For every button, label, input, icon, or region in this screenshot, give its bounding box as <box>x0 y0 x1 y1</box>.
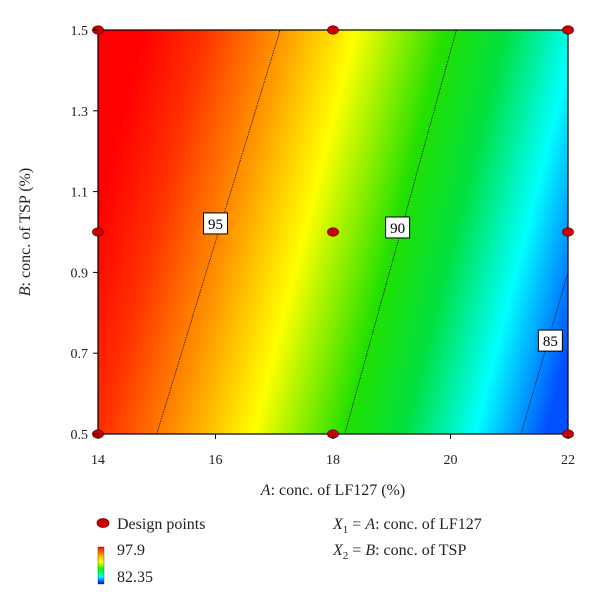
y-tick-label: 1.1 <box>71 186 89 201</box>
y-tick-label: 0.7 <box>71 347 89 362</box>
contour-label-box-90 <box>385 216 411 239</box>
legend-x2-definition: X2 = B: conc. of TSP <box>332 542 466 562</box>
design-point <box>92 227 104 237</box>
legend-x1-definition: X1 = A: conc. of LF127 <box>332 516 482 536</box>
contour-labels: 95 90 85 <box>203 212 563 352</box>
contour-label-box-85 <box>537 329 563 352</box>
x-axis-label: A: conc. of LF127 (%) <box>260 482 405 499</box>
contour-label-box-95 <box>203 212 228 235</box>
contour-label-95: 95 <box>208 217 223 233</box>
color-scale-max-label: 97.9 <box>117 542 145 559</box>
y-tick-label: 1.5 <box>71 24 89 39</box>
contour-label-85: 85 <box>543 334 558 350</box>
y-tick-label: 1.3 <box>71 105 89 120</box>
color-scale-bar <box>97 546 105 585</box>
y-tick-label: 0.9 <box>71 266 89 281</box>
design-point <box>562 25 574 35</box>
design-point <box>562 227 574 237</box>
x-axis-ticks: 14 16 18 20 22 <box>91 434 575 468</box>
x-tick-label: 16 <box>209 453 223 468</box>
x-tick-label: 20 <box>444 453 458 468</box>
color-scale-min-label: 82.35 <box>117 569 153 586</box>
design-point <box>327 227 339 237</box>
y-tick-label: 0.5 <box>71 428 89 443</box>
contour-label-90: 90 <box>390 221 405 237</box>
design-point <box>327 25 339 35</box>
y-axis-ticks: 0.5 0.7 0.9 1.1 1.3 1.5 <box>71 24 98 443</box>
legend-design-points-label: Design points <box>117 516 205 533</box>
y-axis-label: B: conc. of TSP (%) <box>17 168 34 296</box>
x-tick-label: 14 <box>91 453 105 468</box>
x-tick-label: 22 <box>561 453 575 468</box>
legend-design-point-marker <box>96 518 110 528</box>
contour-line-85 <box>520 272 568 434</box>
x-tick-label: 18 <box>326 453 340 468</box>
